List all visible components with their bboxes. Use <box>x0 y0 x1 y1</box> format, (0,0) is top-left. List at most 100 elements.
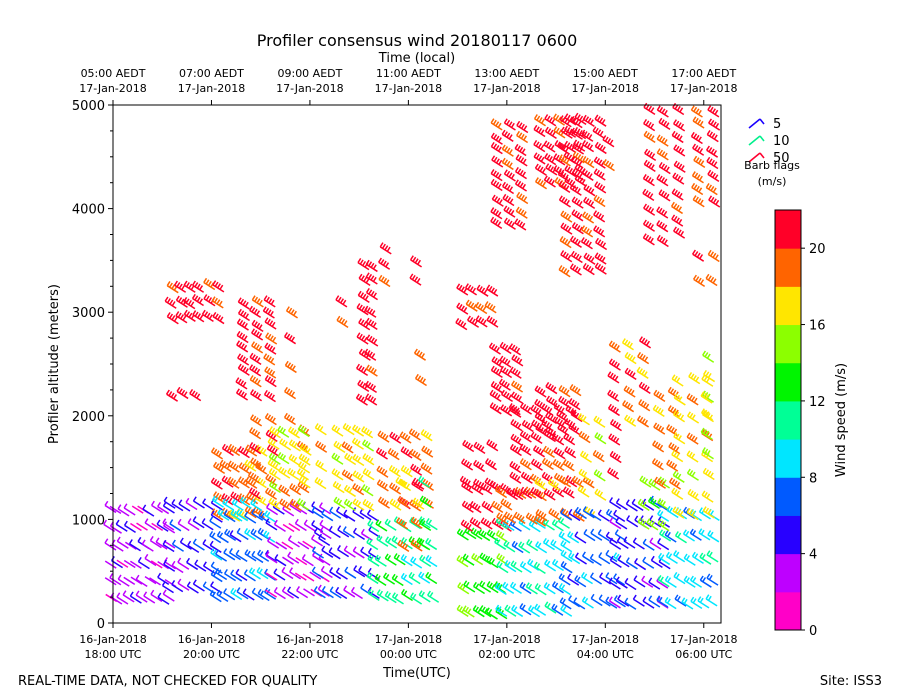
wind-barb <box>236 587 249 600</box>
colorbar-tick-label: 8 <box>809 471 817 486</box>
wind-barb <box>580 571 593 585</box>
wind-barb <box>367 519 380 533</box>
wind-barb <box>294 518 307 532</box>
wind-barb <box>484 458 498 471</box>
wind-barbs <box>103 102 721 620</box>
wind-barb <box>569 183 582 196</box>
wind-barb <box>534 177 548 190</box>
wind-barb <box>643 130 656 144</box>
wind-barb <box>567 531 580 544</box>
wind-barb <box>692 116 705 129</box>
wind-barb <box>389 482 402 495</box>
wind-barb <box>559 236 572 249</box>
wind-barb <box>692 249 705 262</box>
wind-barb <box>625 499 638 512</box>
wind-barb <box>534 603 547 616</box>
wind-barb <box>331 424 344 437</box>
wind-barb <box>336 315 349 328</box>
wind-barb <box>689 575 702 588</box>
wind-barb <box>365 393 378 406</box>
wind-barb <box>264 366 277 379</box>
wind-barb <box>478 580 492 593</box>
wind-barb <box>581 596 594 609</box>
x-tick-label: 18:00 UTC <box>84 648 141 661</box>
top-x-tick-label: 15:00 AEDT <box>573 67 638 80</box>
wind-barb <box>651 458 664 471</box>
wind-barb <box>410 556 423 569</box>
wind-barb <box>486 555 499 569</box>
wind-barb <box>593 168 606 181</box>
wind-barb <box>149 577 161 586</box>
wind-barb <box>366 537 379 551</box>
wind-barb <box>277 425 290 438</box>
wind-barb <box>281 541 294 550</box>
colorbar-tick-label: 16 <box>809 319 826 334</box>
wind-barb <box>570 116 583 129</box>
wind-barb <box>342 423 355 436</box>
wind-barb <box>479 552 492 565</box>
wind-barb <box>289 483 302 496</box>
wind-barb <box>384 553 397 566</box>
wind-barb <box>558 395 571 409</box>
colorbar-segment <box>775 591 801 631</box>
wind-barb <box>490 169 503 182</box>
wind-barb <box>268 452 281 465</box>
wind-barb <box>251 587 264 601</box>
wind-barb <box>283 412 296 426</box>
wind-barb <box>499 341 512 355</box>
wind-barb <box>366 334 379 347</box>
wind-barb <box>273 568 286 581</box>
chart-title: Profiler consensus wind 20180117 0600 <box>257 31 578 50</box>
wind-barb <box>707 530 720 543</box>
wind-barb <box>570 250 583 264</box>
wind-barb <box>210 510 223 523</box>
wind-barb <box>228 443 241 457</box>
wind-barb <box>263 295 276 308</box>
wind-barb <box>278 484 291 497</box>
wind-barb <box>156 519 169 532</box>
wind-barb <box>185 497 198 511</box>
wind-barb <box>480 517 493 530</box>
wind-barb <box>504 559 517 573</box>
wind-barb <box>396 517 409 530</box>
wind-barb <box>331 468 344 481</box>
wind-barb <box>313 527 326 541</box>
wind-barb <box>560 250 573 263</box>
wind-barb <box>582 263 595 276</box>
wind-barb <box>397 539 410 552</box>
wind-barb <box>490 142 503 155</box>
wind-barb <box>582 156 595 169</box>
wind-barb <box>135 590 148 603</box>
wind-barb <box>117 574 130 587</box>
wind-barb <box>609 517 622 530</box>
wind-barb <box>414 373 427 387</box>
wind-barb <box>157 592 170 605</box>
wind-barb <box>344 566 357 579</box>
wind-barb <box>209 590 222 603</box>
wind-barb <box>490 132 503 145</box>
wind-barb <box>511 540 524 554</box>
wind-barb <box>192 496 205 509</box>
wind-barb <box>702 350 715 363</box>
wind-barb <box>624 414 637 427</box>
wind-barb <box>135 574 148 587</box>
x-tick-label: 22:00 UTC <box>281 648 338 661</box>
wind-barb <box>558 195 571 208</box>
wind-barb <box>615 498 628 511</box>
wind-barb <box>186 581 199 594</box>
wind-barb <box>485 607 498 620</box>
wind-barb <box>490 178 503 192</box>
colorbar-tick-label: 20 <box>809 242 826 257</box>
wind-barb <box>335 567 348 580</box>
wind-barb <box>104 577 117 586</box>
wind-barb <box>533 124 546 138</box>
wind-barb <box>383 572 396 585</box>
wind-barb <box>287 551 300 564</box>
wind-barb <box>249 427 262 440</box>
wind-barb <box>657 509 670 522</box>
wind-barb <box>519 430 532 443</box>
legend-entry: 5 <box>748 117 781 132</box>
wind-barb <box>686 393 699 406</box>
wind-barb <box>471 553 484 566</box>
wind-barb <box>641 575 654 588</box>
